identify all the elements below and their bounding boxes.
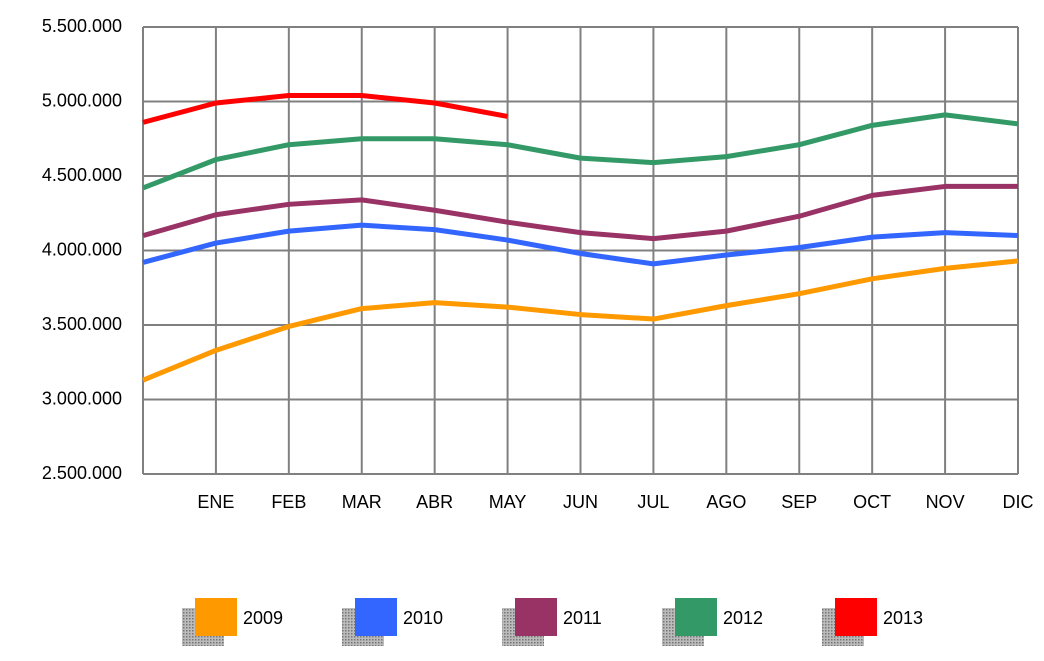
series-line — [142, 222, 1019, 267]
legend-label: 2010 — [403, 608, 443, 628]
legend-swatch — [355, 598, 397, 636]
y-tick-label: 4.000.000 — [42, 239, 122, 259]
legend-swatch — [195, 598, 237, 636]
legend-label: 2012 — [723, 608, 763, 628]
legend-label: 2009 — [243, 608, 283, 628]
series-line — [142, 112, 1019, 191]
x-tick-label: ENE — [197, 492, 234, 512]
x-tick-label: MAY — [489, 492, 527, 512]
x-tick-label: NOV — [926, 492, 965, 512]
y-tick-label: 5.000.000 — [42, 90, 122, 110]
legend-swatch — [835, 598, 877, 636]
legend-label: 2011 — [563, 608, 602, 628]
series-line — [142, 183, 1018, 242]
series-line — [142, 258, 1019, 383]
legend-label: 2013 — [883, 608, 923, 628]
x-tick-label: OCT — [853, 492, 891, 512]
series-line — [142, 93, 509, 125]
x-tick-label: ABR — [416, 492, 453, 512]
y-tick-label: 5.500.000 — [42, 16, 122, 36]
y-tick-label: 3.500.000 — [42, 314, 122, 334]
y-tick-label: 4.500.000 — [42, 165, 122, 185]
legend-swatch — [675, 598, 717, 636]
x-tick-label: JUN — [563, 492, 598, 512]
x-tick-label: MAR — [342, 492, 382, 512]
x-tick-label: SEP — [781, 492, 817, 512]
y-tick-label: 3.000.000 — [42, 388, 122, 408]
x-tick-label: DIC — [1003, 492, 1034, 512]
legend-swatch — [515, 598, 557, 636]
y-tick-label: 2.500.000 — [42, 463, 122, 483]
x-tick-label: FEB — [271, 492, 306, 512]
x-tick-label: AGO — [706, 492, 746, 512]
x-tick-label: JUL — [637, 492, 669, 512]
